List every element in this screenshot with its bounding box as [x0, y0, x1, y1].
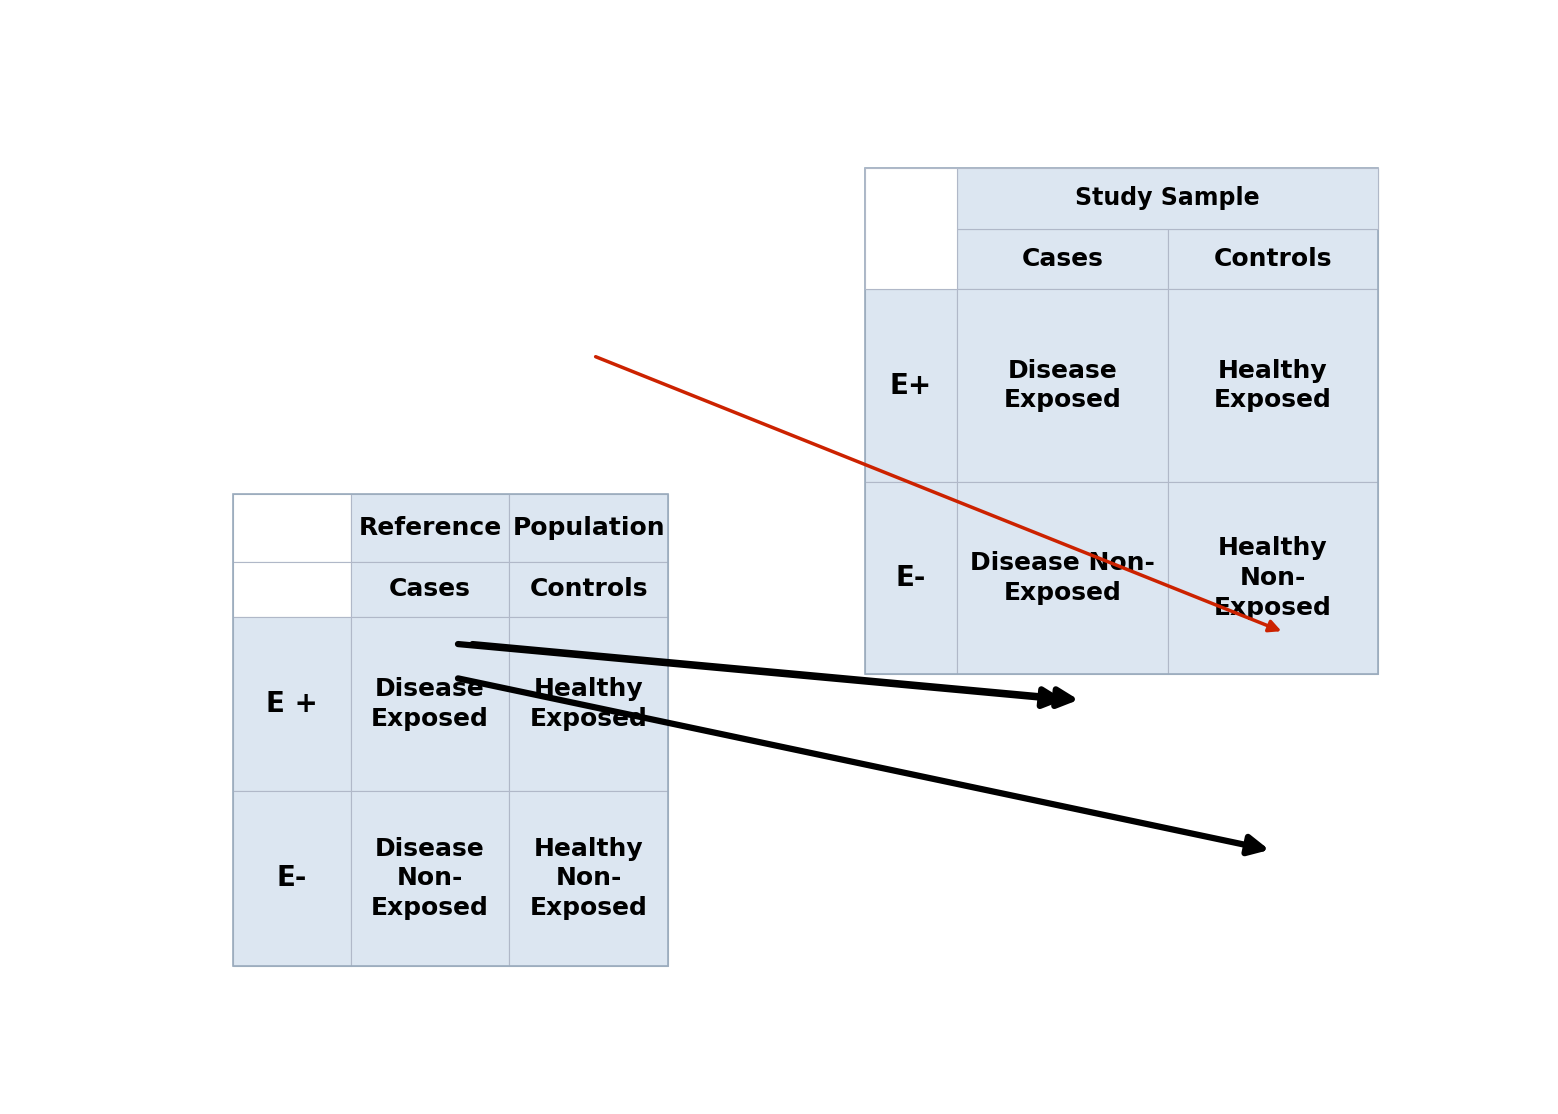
Text: Healthy
Exposed: Healthy Exposed — [1214, 359, 1332, 412]
Bar — [957, 168, 1377, 228]
Text: Disease
Non-
Exposed: Disease Non- Exposed — [371, 837, 489, 920]
Text: Healthy
Exposed: Healthy Exposed — [530, 677, 648, 731]
Bar — [1167, 290, 1379, 481]
Bar — [957, 481, 1167, 674]
Bar — [351, 617, 509, 791]
Bar — [351, 791, 509, 966]
Bar — [234, 494, 668, 966]
Bar — [865, 168, 957, 228]
Text: Study Sample: Study Sample — [1075, 186, 1260, 211]
Bar — [1167, 481, 1379, 674]
Bar — [234, 563, 351, 617]
Bar — [865, 290, 957, 481]
Text: E-: E- — [277, 864, 307, 892]
Text: Healthy
Non-
Exposed: Healthy Non- Exposed — [1214, 536, 1332, 619]
Text: Cases: Cases — [1022, 247, 1103, 271]
Bar — [234, 617, 351, 791]
Text: Disease Non-
Exposed: Disease Non- Exposed — [971, 551, 1154, 605]
Text: E-: E- — [896, 564, 927, 592]
Bar — [234, 791, 351, 966]
Text: Reference: Reference — [358, 516, 502, 540]
Bar — [865, 168, 1377, 674]
Bar — [351, 494, 509, 563]
Bar — [509, 563, 668, 617]
Bar — [509, 494, 668, 563]
Text: Controls: Controls — [530, 577, 648, 602]
Text: Population: Population — [513, 516, 665, 540]
Bar — [957, 290, 1167, 481]
Text: Cases: Cases — [390, 577, 471, 602]
Bar — [865, 481, 957, 674]
Bar — [234, 494, 351, 563]
Text: Study Sample: Study Sample — [964, 186, 1161, 211]
Text: Controls: Controls — [1214, 247, 1332, 271]
Text: Disease
Exposed: Disease Exposed — [371, 677, 489, 731]
Text: E +: E + — [266, 690, 318, 717]
Bar — [957, 228, 1167, 290]
Bar — [509, 791, 668, 966]
Bar — [865, 228, 957, 290]
Bar — [351, 563, 509, 617]
Text: E+: E+ — [890, 372, 932, 400]
Bar — [865, 168, 957, 290]
Bar — [957, 168, 1167, 228]
Bar — [1167, 228, 1379, 290]
Bar — [1167, 168, 1379, 228]
Text: Disease
Exposed: Disease Exposed — [1003, 359, 1122, 412]
Text: Healthy
Non-
Exposed: Healthy Non- Exposed — [530, 837, 648, 920]
Bar — [509, 617, 668, 791]
